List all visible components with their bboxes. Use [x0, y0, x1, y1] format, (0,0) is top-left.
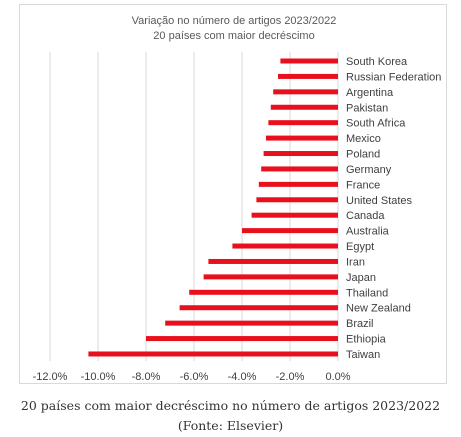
category-label: Russian Federation: [346, 71, 441, 83]
category-label: Brazil: [346, 318, 374, 330]
chart-title: Variação no número de artigos 2023/2022: [132, 15, 337, 27]
bar-taiwan: [88, 351, 339, 357]
caption-line-1: 20 países com maior decréscimo no número…: [20, 398, 441, 413]
category-label: New Zealand: [346, 303, 411, 315]
bar-germany: [261, 166, 338, 172]
bar-canada: [251, 212, 338, 218]
category-label: South Africa: [346, 118, 406, 130]
bar-new-zealand: [179, 305, 338, 311]
category-label: Australia: [346, 226, 390, 238]
category-label: Iran: [346, 256, 365, 268]
chart-frame: Variação no número de artigos 2023/2022 …: [19, 4, 447, 384]
chart-subtitle: 20 países com maior decréscimo: [153, 30, 314, 42]
category-label: Argentina: [346, 87, 394, 99]
category-label: France: [346, 179, 380, 191]
category-label: Ethiopia: [346, 334, 387, 346]
bar-united-states: [256, 197, 338, 203]
category-label: Poland: [346, 149, 380, 161]
category-label: Thailand: [346, 287, 388, 299]
category-label: Japan: [346, 272, 376, 284]
bar-thailand: [189, 289, 338, 295]
bar-australia: [242, 228, 338, 234]
category-label: South Korea: [346, 56, 408, 68]
bar-iran: [208, 258, 338, 264]
bar-south-africa: [268, 120, 338, 126]
category-label: Pakistan: [346, 102, 388, 114]
bar-brazil: [165, 320, 338, 326]
category-label: Germany: [346, 164, 392, 176]
category-label: Egypt: [346, 241, 374, 253]
x-tick-label: -4.0%: [228, 371, 257, 383]
x-tick-label: -12.0%: [33, 371, 68, 383]
x-tick-label: -10.0%: [81, 371, 116, 383]
category-labels: South Korea Russian Federation Argentina Pa…: [346, 56, 441, 361]
gridlines: [49, 52, 339, 361]
bars: [88, 58, 339, 357]
bar-argentina: [273, 89, 338, 95]
figure-caption: 20 países com maior decréscimo no número…: [0, 396, 461, 436]
category-label: Taiwan: [346, 349, 380, 361]
category-label: Canada: [346, 210, 385, 222]
bar-pakistan: [270, 104, 338, 110]
x-tick-label: 0.0%: [325, 371, 350, 383]
category-label: Mexico: [346, 133, 381, 145]
bar-chart: Variação no número de artigos 2023/2022 …: [33, 15, 442, 383]
x-tick-label: -2.0%: [276, 371, 305, 383]
x-tick-label: -8.0%: [132, 371, 161, 383]
bar-mexico: [266, 135, 338, 141]
bar-russian-federation: [278, 73, 338, 79]
bar-poland: [263, 151, 338, 157]
x-tick-label: -6.0%: [180, 371, 209, 383]
bar-france: [258, 181, 338, 187]
x-axis-tick-labels: -12.0% -10.0% -8.0% -6.0% -4.0% -2.0% 0.0%: [33, 371, 351, 383]
category-label: United States: [346, 195, 413, 207]
caption-line-2: (Fonte: Elsevier): [177, 418, 284, 433]
bar-japan: [203, 274, 338, 280]
bar-ethiopia: [146, 336, 338, 342]
bar-egypt: [232, 243, 338, 249]
bar-south-korea: [280, 58, 338, 64]
